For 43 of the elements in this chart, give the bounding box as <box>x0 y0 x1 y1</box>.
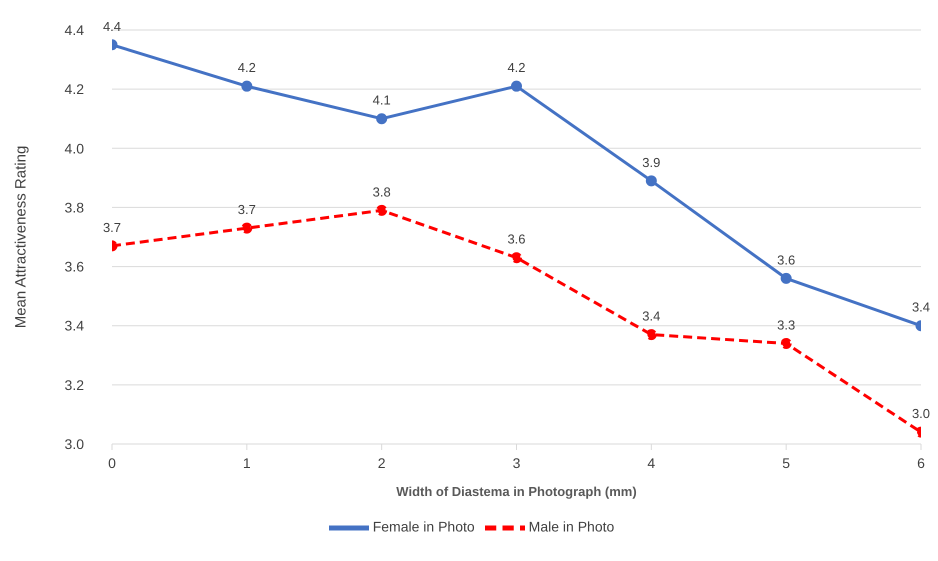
data-label: 3.6 <box>777 252 796 268</box>
data-label: 3.4 <box>912 300 930 315</box>
data-label: 3.3 <box>777 317 796 332</box>
data-label: 3.9 <box>642 154 660 170</box>
point <box>376 204 388 216</box>
point <box>780 338 792 349</box>
point <box>646 329 657 340</box>
point <box>511 252 522 264</box>
x-tick-label: 5 <box>782 454 790 471</box>
legend-label: Male in Photo <box>528 518 614 535</box>
data-label: 3.4 <box>642 308 660 324</box>
y-axis-title: Mean Attractiveness Rating <box>12 146 30 328</box>
data-label: 3.7 <box>102 220 122 235</box>
x-axis-title: Width of Diastema in Photograph (mm) <box>396 484 637 499</box>
y-tick-label: 4.0 <box>64 140 84 156</box>
point <box>241 222 252 234</box>
y-tick-label: 3.2 <box>64 376 84 393</box>
data-label: 3.8 <box>372 184 391 200</box>
point <box>646 175 657 186</box>
data-label: 4.1 <box>372 92 391 108</box>
y-tick-label: 3.6 <box>64 258 84 275</box>
x-tick-label: 4 <box>647 454 656 471</box>
x-tick-label: 6 <box>917 454 926 471</box>
x-tick-label: 0 <box>108 454 116 471</box>
x-tick-label: 2 <box>378 454 386 471</box>
y-tick-label: 3.8 <box>64 199 84 216</box>
y-tick-label: 3.4 <box>64 318 84 334</box>
y-tick-label: 4.2 <box>64 81 84 98</box>
data-label: 4.4 <box>102 18 122 34</box>
x-tick-label: 3 <box>512 454 521 471</box>
x-tick-label: 1 <box>242 454 251 471</box>
data-label: 3.6 <box>507 232 526 247</box>
point <box>376 113 388 124</box>
y-tick-label: 4.4 <box>64 22 84 38</box>
data-label: 4.2 <box>238 60 256 76</box>
legend-label: Female in Photo <box>372 518 475 535</box>
point <box>241 80 252 92</box>
data-label: 3.0 <box>912 406 930 422</box>
y-tick-label: 3.0 <box>64 436 84 452</box>
data-label: 4.2 <box>507 60 526 76</box>
point <box>780 272 792 284</box>
data-label: 3.7 <box>238 202 256 218</box>
point <box>511 80 522 92</box>
